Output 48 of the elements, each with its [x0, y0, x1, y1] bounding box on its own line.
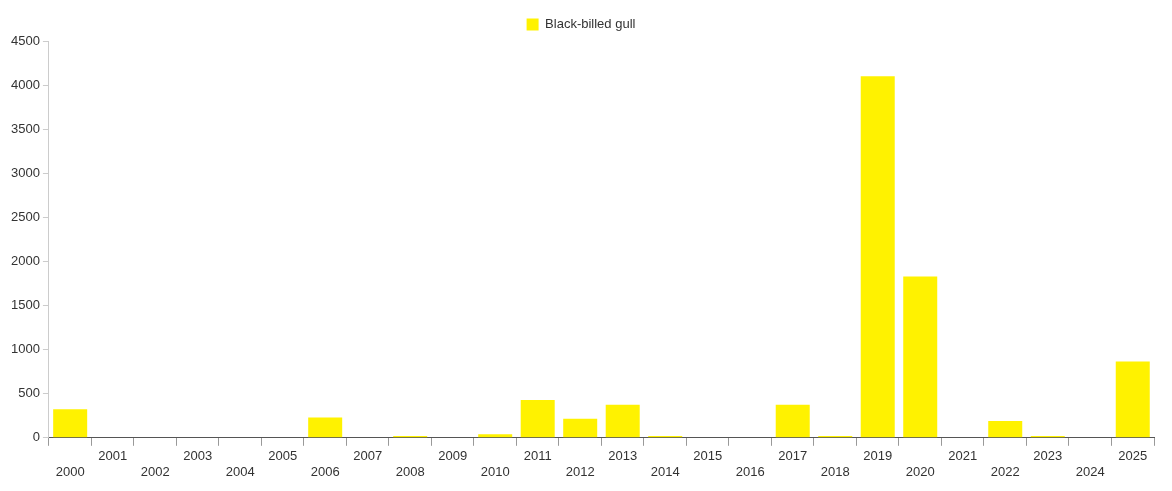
bar	[520, 399, 555, 438]
x-tick-label: 2022	[990, 463, 1020, 479]
y-tick-label: 1500	[11, 297, 40, 313]
y-tick-label: 3500	[11, 120, 40, 136]
x-tick-label: 2007	[353, 448, 383, 464]
x-tick-label: 2017	[778, 448, 808, 464]
legend-label: Black-billed gull	[545, 16, 636, 32]
x-tick-label: 2013	[608, 448, 638, 464]
x-tick-label: 2019	[863, 448, 893, 464]
y-tick-label: 3000	[11, 164, 40, 180]
x-tick-label: 2021	[948, 448, 978, 464]
x-tick-label: 2012	[565, 463, 595, 479]
x-tick-label: 2001	[98, 448, 128, 464]
x-tick-label: 2008	[395, 463, 425, 479]
bar	[903, 276, 938, 438]
bar	[1115, 361, 1150, 438]
x-tick-label: 2024	[1075, 463, 1105, 479]
x-tick-label: 2025	[1118, 448, 1148, 464]
x-tick-label: 2015	[693, 448, 723, 464]
bar	[563, 418, 598, 438]
x-tick-label: 2020	[905, 463, 935, 479]
x-tick-label: 2003	[183, 448, 213, 464]
x-tick-label: 2014	[650, 463, 680, 479]
x-tick-label: 2023	[1033, 448, 1063, 464]
bar	[860, 76, 895, 438]
x-tick-label: 2005	[268, 448, 298, 464]
x-tick-label: 2004	[225, 463, 255, 479]
y-tick-label: 1000	[11, 341, 40, 357]
y-tick-label: 4000	[11, 76, 40, 92]
x-tick-label: 2009	[438, 448, 468, 464]
y-tick-label: 4500	[11, 32, 40, 48]
y-tick-label: 2000	[11, 253, 40, 269]
x-tick-label: 2016	[735, 463, 765, 479]
x-tick-label: 2010	[480, 463, 510, 479]
x-tick-label: 2006	[310, 463, 340, 479]
y-tick-label: 2500	[11, 208, 40, 224]
x-tick-label: 2000	[55, 463, 85, 479]
bar	[988, 421, 1023, 438]
y-tick-label: 0	[32, 429, 40, 445]
x-tick-label: 2018	[820, 463, 850, 479]
bar	[478, 434, 513, 438]
bar	[775, 404, 810, 438]
x-tick-label: 2002	[140, 463, 170, 479]
bar	[605, 404, 640, 438]
bar	[308, 417, 343, 438]
x-tick-label: 2011	[523, 448, 552, 464]
bar	[53, 409, 88, 438]
y-tick-label: 500	[18, 385, 40, 401]
